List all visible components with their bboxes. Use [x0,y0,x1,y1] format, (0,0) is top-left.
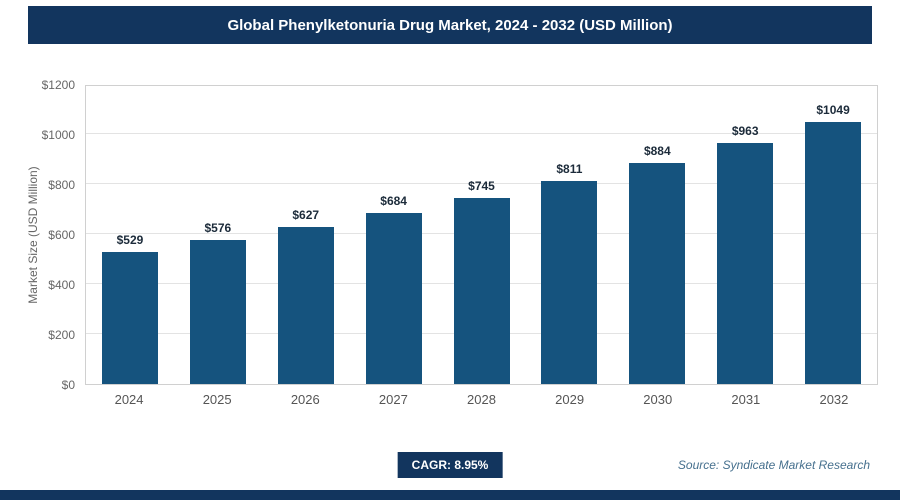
bar-value-label: $627 [292,208,320,223]
bar-column: $745 [438,86,526,384]
x-axis-label: 2024 [114,392,144,407]
bar [629,163,686,384]
bar-value-label: $884 [643,144,671,158]
y-tick-label: $1200 [41,78,75,92]
bar-value-label: $745 [468,178,495,193]
bar [805,121,862,384]
chart-title-bar: Global Phenylketonuria Drug Market, 2024… [28,6,872,44]
bar-column: $684 [350,86,438,384]
bars: $529 $576 $627 $684 $745 $811 $884 $963 $1049 [86,86,877,384]
x-axis-label: 2028 [467,392,496,407]
bar-column: $529 [86,86,174,384]
x-axis-label: 2029 [555,392,585,407]
plot-area: $529 $576 $627 $684 $745 $811 $884 $963 $1049 [85,85,878,385]
bar-column: $811 [525,86,613,384]
bar-value-label: $684 [380,194,407,208]
x-axis-label: 2025 [202,392,232,407]
cagr-badge: CAGR: 8.95% [397,452,503,478]
bar [717,143,774,384]
chart-title: Global Phenylketonuria Drug Market, 2024… [227,16,673,34]
y-tick-label: $800 [48,178,75,192]
x-axis-label: 2030 [643,392,673,407]
bar [101,251,158,384]
gridline [86,133,877,134]
bar-value-label: $963 [731,124,759,139]
bar-value-label: $811 [556,162,583,177]
bar [541,181,598,384]
bar-value-label: $529 [116,232,144,247]
y-tick-label: $1000 [41,128,75,142]
bar-column: $627 [262,86,350,384]
bar-column: $963 [701,86,789,384]
y-tick-label: $0 [61,378,75,392]
x-axis-labels: 2024 2025 2026 2027 2028 2029 2030 2031 2032 [85,392,878,407]
source-attribution: Source: Syndicate Market Research [677,458,870,472]
bar-column: $1049 [789,86,877,384]
x-axis-label: 2026 [290,392,320,407]
bar [453,197,510,384]
gridline [86,183,877,184]
bar [365,213,422,384]
bar [277,227,334,384]
bar [189,240,246,384]
bar-value-label: $1049 [816,102,850,117]
bar-column: $576 [174,86,262,384]
y-tick-label: $400 [48,278,75,292]
y-tick-label: $600 [48,228,75,242]
bar-value-label: $576 [204,221,232,235]
x-axis-label: 2031 [731,392,761,407]
y-axis-ticks: $0 $200 $400 $600 $800 $1000 $1200 [30,78,80,392]
x-axis-label: 2032 [819,392,849,407]
bar-column: $884 [613,86,701,384]
footer-accent-bar [0,490,900,500]
y-tick-label: $200 [48,328,75,342]
x-axis-label: 2027 [378,392,408,407]
